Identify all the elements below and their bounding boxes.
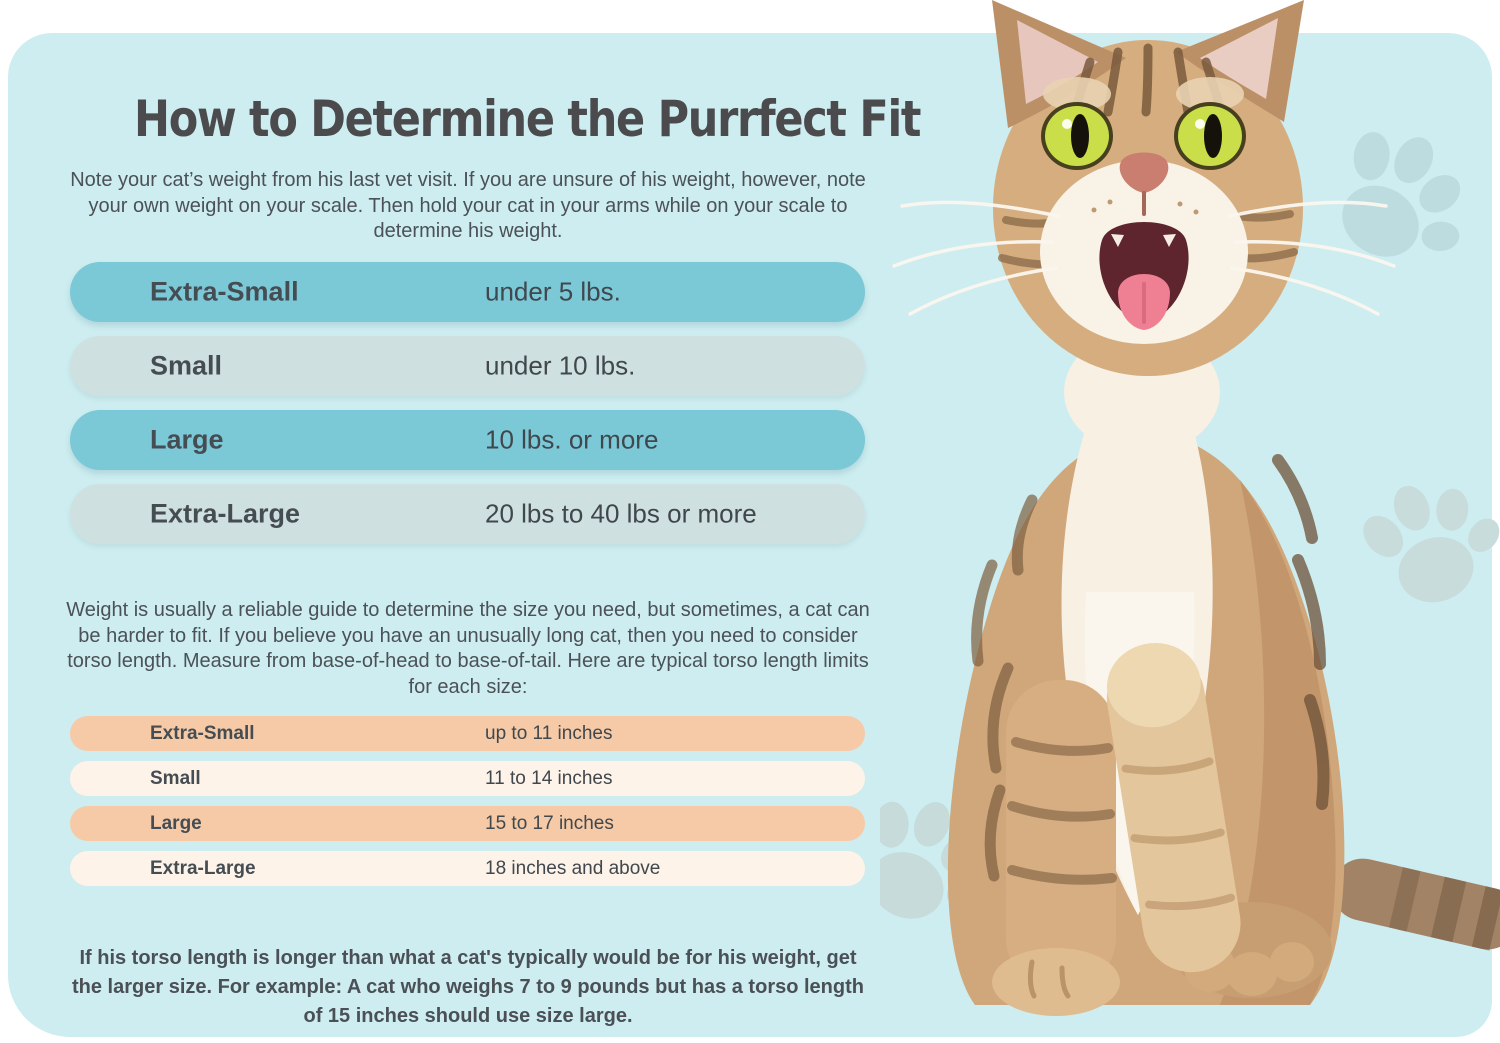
torso-table-row: Large 15 to 17 inches [70,806,865,841]
torso-length-value: 15 to 17 inches [485,812,614,834]
weight-value: 20 lbs to 40 lbs or more [485,498,757,529]
footer-note: If his torso length is longer than what … [72,947,864,1027]
torso-table-row: Extra-Small up to 11 inches [70,716,865,751]
weight-table-row: Small under 10 lbs. [70,336,865,396]
size-label: Large [150,424,224,455]
torso-length-value: 11 to 14 inches [485,767,613,789]
intro-paragraph: Note your cat’s weight from his last vet… [70,169,866,243]
page-title: How to Determine the Purrfect Fit [70,90,921,148]
weight-value: under 10 lbs. [485,350,636,381]
page-title-text: How to Determine the Purrfect Fit [133,89,921,148]
torso-length-value: up to 11 inches [485,722,613,744]
weight-value: 10 lbs. or more [485,424,659,455]
weight-value: under 5 lbs. [485,276,621,307]
torso-table-row: Extra-Large 18 inches and above [70,851,865,886]
size-label: Large [150,812,202,834]
weight-table-row: Extra-Small under 5 lbs. [70,262,865,322]
size-label: Extra-Small [150,722,255,744]
size-label: Small [150,767,201,789]
torso-intro-paragraph: Weight is usually a reliable guide to de… [66,599,870,698]
size-label: Small [150,350,223,381]
torso-table-row: Small 11 to 14 inches [70,761,865,796]
weight-table-row: Extra-Large 20 lbs to 40 lbs or more [70,484,865,544]
size-label: Extra-Large [150,857,256,879]
size-label: Extra-Large [150,498,301,529]
size-label: Extra-Small [150,276,299,307]
torso-length-value: 18 inches and above [485,857,661,879]
weight-table-row: Large 10 lbs. or more [70,410,865,470]
